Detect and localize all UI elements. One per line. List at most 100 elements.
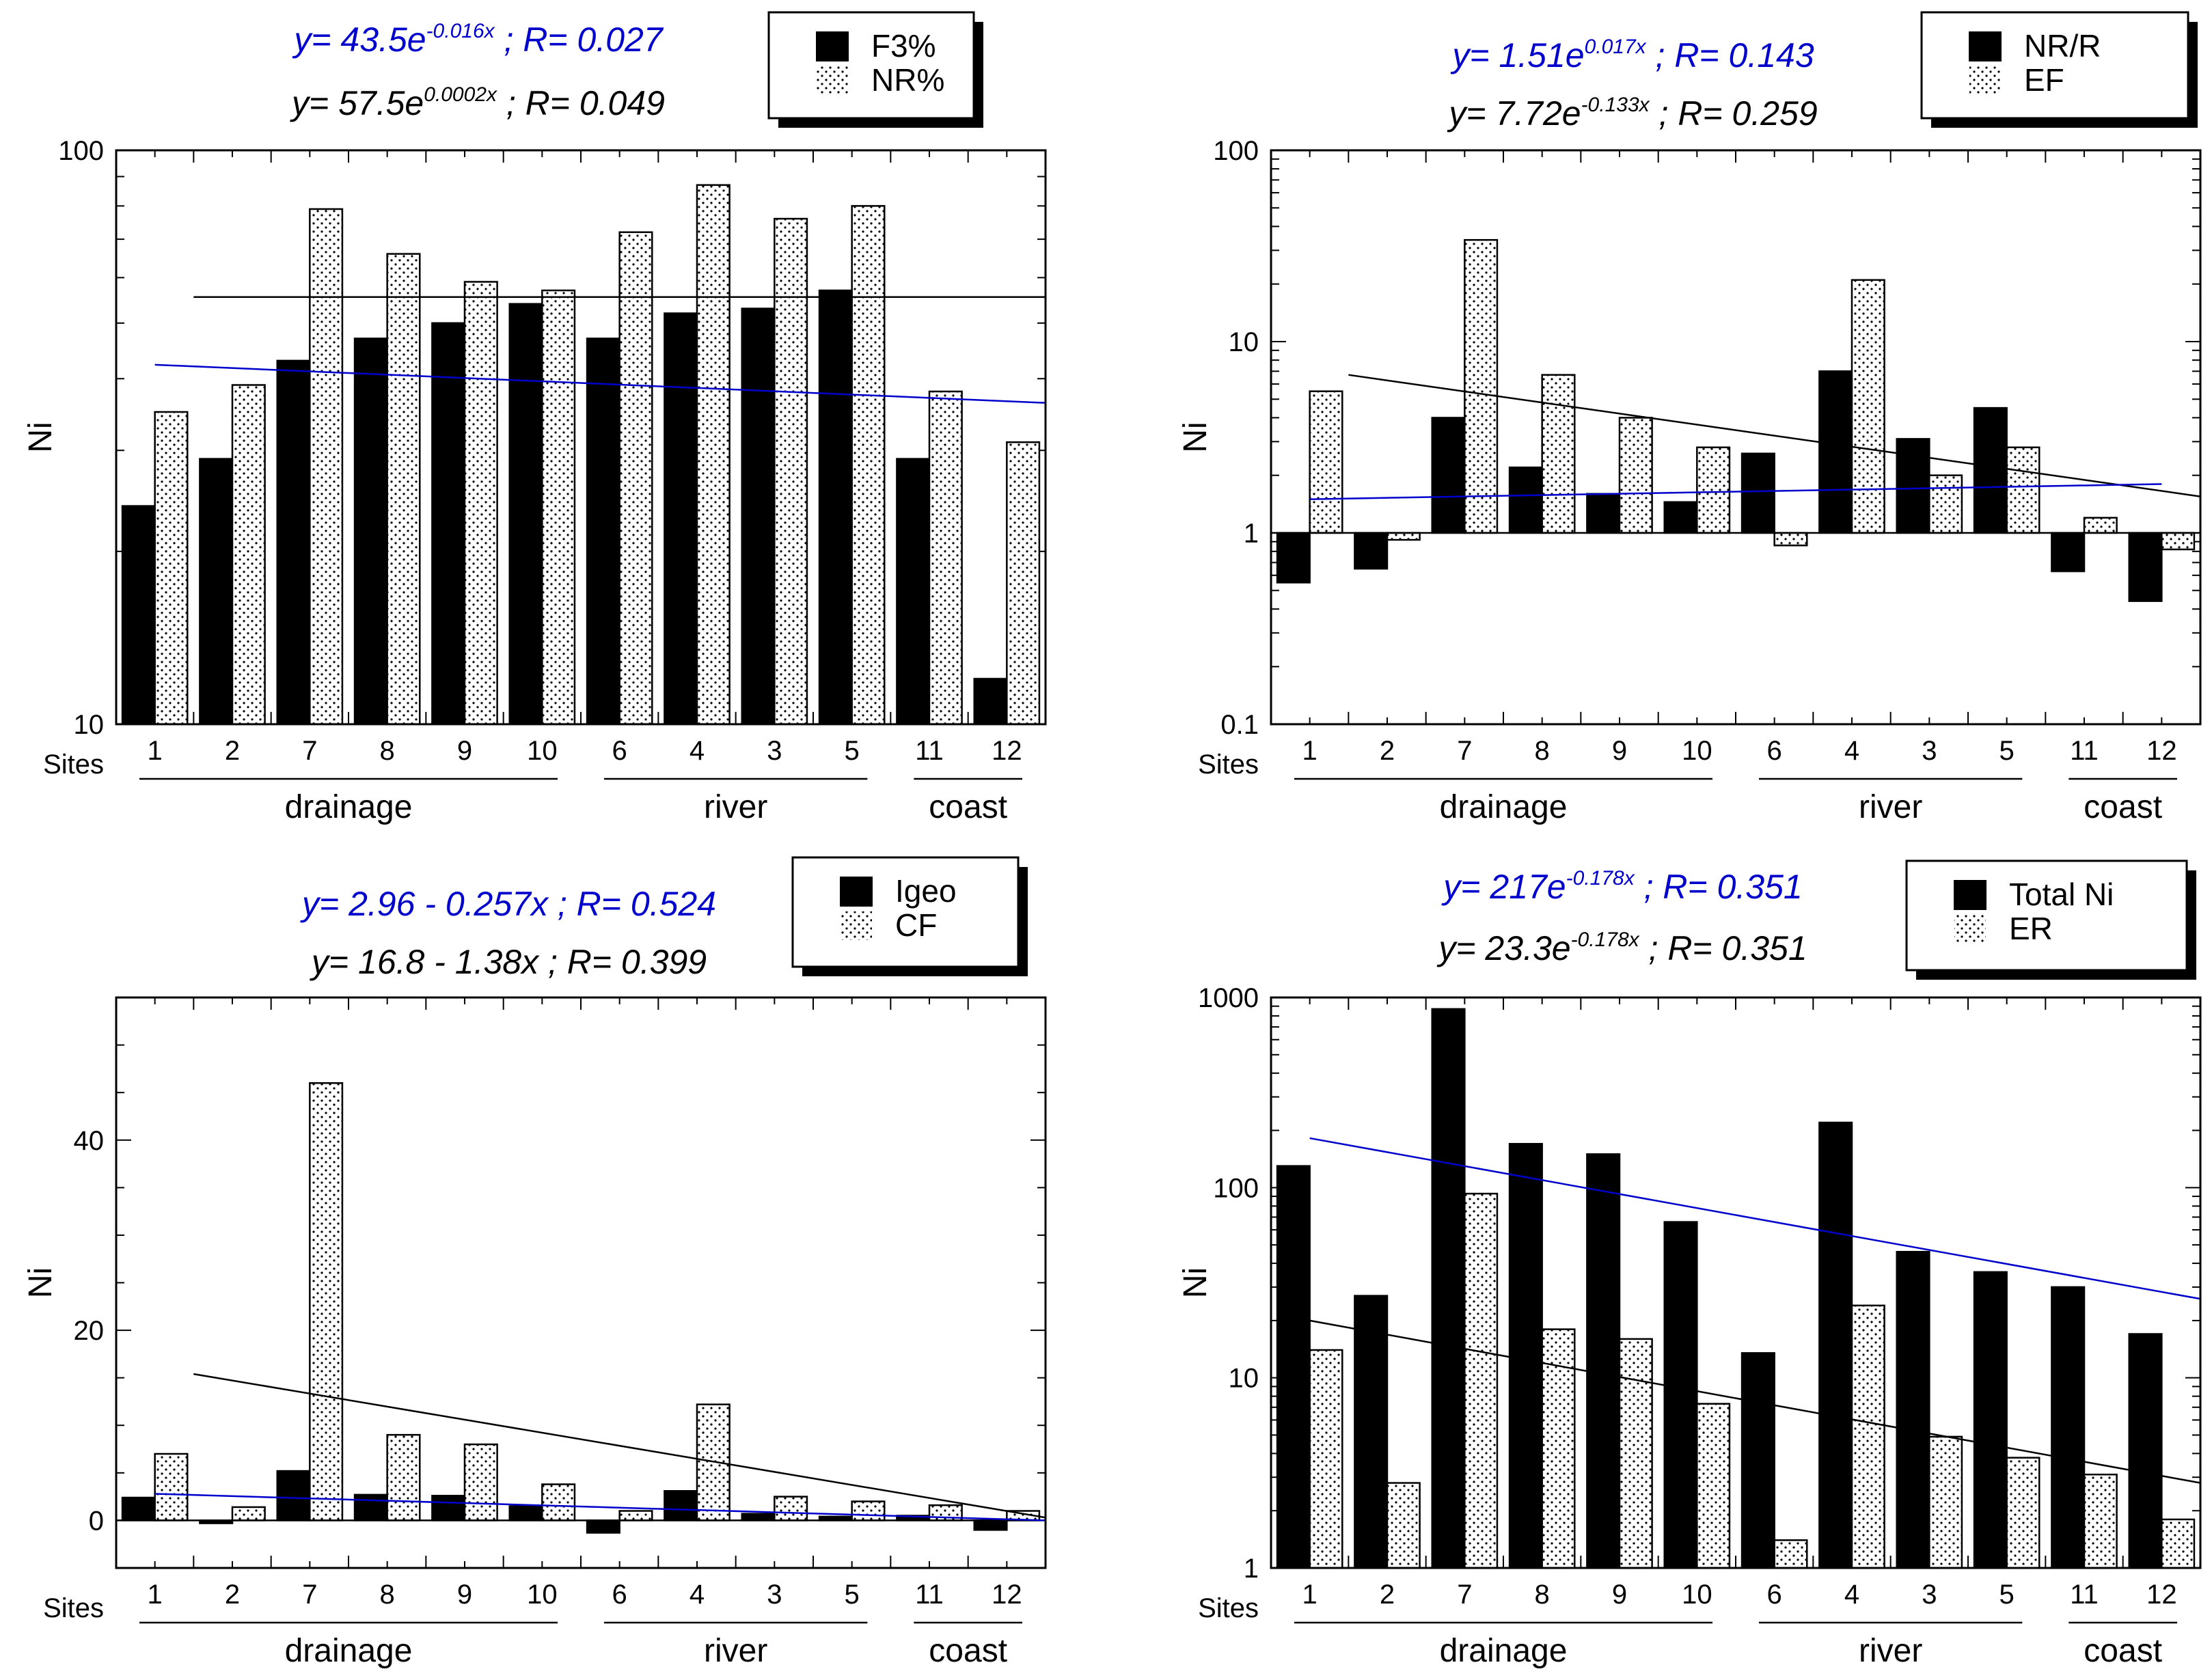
trend-line-secondary xyxy=(154,363,1046,404)
bar-ef-site-5 xyxy=(2006,446,2040,534)
trend-equation: y= 23.3e-0.178x ; R= 0.351 xyxy=(1436,928,1807,967)
y-tick-label: 100 xyxy=(1213,136,1259,166)
site-label-2: 2 xyxy=(1380,1580,1395,1610)
bar-er-site-5 xyxy=(2006,1457,2040,1569)
site-label-7: 7 xyxy=(1457,736,1472,766)
bar-ef-site-11 xyxy=(2083,517,2118,534)
site-label-6: 6 xyxy=(1767,1580,1782,1610)
legend-box xyxy=(791,856,1020,968)
bar-igeo-site-9 xyxy=(431,1494,466,1521)
bar-f3--site-1 xyxy=(121,505,156,726)
bar-nr-r-site-7 xyxy=(1431,417,1466,534)
legend-swatch-cf xyxy=(841,911,872,940)
x-axis-label: Sites xyxy=(43,749,104,780)
site-label-4: 4 xyxy=(1844,736,1859,766)
bar-ef-site-3 xyxy=(1928,474,1963,534)
site-label-7: 7 xyxy=(302,1580,317,1610)
site-label-12: 12 xyxy=(992,736,1022,766)
trend-line-primary xyxy=(1309,1137,2201,1300)
bar-cf-site-5 xyxy=(851,1500,886,1521)
group-label-drainage: drainage xyxy=(285,789,413,825)
bar-igeo-site-7 xyxy=(276,1470,311,1521)
legend-label-er: ER xyxy=(2009,911,2053,946)
group-label-coast: coast xyxy=(929,1633,1007,1669)
bar-f3--site-6 xyxy=(586,338,620,726)
legend-swatch-nr- xyxy=(817,66,848,95)
y-tick-label: 0 xyxy=(89,1506,104,1536)
site-label-10: 10 xyxy=(1682,736,1712,766)
axis-ticks xyxy=(115,997,1046,1569)
bar-cf-site-7 xyxy=(309,1082,344,1521)
site-label-11: 11 xyxy=(915,1580,944,1610)
site-label-1: 1 xyxy=(148,736,163,766)
bar-nr--site-4 xyxy=(696,184,730,726)
site-label-9: 9 xyxy=(457,736,472,766)
bar-er-site-12 xyxy=(2161,1518,2196,1569)
site-label-1: 1 xyxy=(1302,736,1317,766)
site-label-4: 4 xyxy=(689,736,705,766)
group-label-coast: coast xyxy=(2084,1633,2162,1669)
bar-cf-site-1 xyxy=(154,1452,189,1521)
bar-igeo-site-4 xyxy=(664,1490,698,1521)
legend-label-total-ni: Total Ni xyxy=(2009,877,2114,912)
site-label-2: 2 xyxy=(1380,736,1395,766)
site-label-9: 9 xyxy=(1612,1580,1627,1610)
bar-nr--site-3 xyxy=(774,217,808,726)
y-tick-label: 10 xyxy=(74,710,105,740)
y-tick-label: 20 xyxy=(74,1316,105,1346)
bar-ef-site-12 xyxy=(2161,532,2196,551)
site-label-6: 6 xyxy=(612,736,627,766)
legend-swatch-total-ni xyxy=(1954,880,1986,910)
legend-swatch-igeo xyxy=(840,877,873,907)
bar-total-ni-site-3 xyxy=(1896,1250,1930,1569)
site-label-8: 8 xyxy=(380,1580,395,1610)
bar-total-ni-site-9 xyxy=(1586,1153,1621,1569)
axis-ticks xyxy=(1270,150,2201,725)
trend-equation: y= 57.5e0.0002x ; R= 0.049 xyxy=(290,83,665,122)
trend-equation: y= 43.5e-0.016x ; R= 0.027 xyxy=(292,20,664,59)
bar-er-site-10 xyxy=(1696,1403,1731,1569)
bar-cf-site-6 xyxy=(618,1510,653,1521)
bar-f3--site-12 xyxy=(973,678,1008,726)
legend-box xyxy=(767,11,975,120)
bar-ef-site-10 xyxy=(1696,446,1731,534)
site-label-6: 6 xyxy=(612,1580,627,1610)
y-axis-label: Ni xyxy=(1177,422,1214,452)
bar-nr--site-10 xyxy=(541,289,576,726)
legend-label-ef: EF xyxy=(2024,62,2064,98)
legend-swatch-er xyxy=(1954,915,1986,944)
bar-er-site-11 xyxy=(2083,1473,2118,1569)
y-tick-label: 10 xyxy=(1229,1364,1259,1394)
bar-ef-site-6 xyxy=(1773,532,1808,547)
site-label-2: 2 xyxy=(225,1580,240,1610)
trend-equation: y= 217e-0.178x ; R= 0.351 xyxy=(1441,867,1802,906)
bars xyxy=(121,1082,1041,1534)
bar-cf-site-2 xyxy=(231,1506,266,1521)
y-tick-label: 100 xyxy=(1213,1173,1259,1203)
bar-ef-site-9 xyxy=(1618,417,1653,534)
site-label-6: 6 xyxy=(1767,736,1782,766)
bar-nr-r-site-11 xyxy=(2051,532,2086,573)
site-label-12: 12 xyxy=(2146,736,2177,766)
bar-er-site-9 xyxy=(1618,1338,1653,1569)
y-tick-label: 10 xyxy=(1229,327,1259,357)
legend-swatch-nr-r xyxy=(1969,31,2002,61)
bar-er-site-4 xyxy=(1851,1304,1885,1569)
bar-ef-site-7 xyxy=(1464,238,1499,534)
site-label-10: 10 xyxy=(527,1580,558,1610)
legend-box xyxy=(1920,11,2189,120)
bar-nr--site-7 xyxy=(309,208,344,726)
bar-nr--site-11 xyxy=(928,390,963,726)
bar-nr--site-8 xyxy=(386,253,421,726)
y-axis-label: Ni xyxy=(23,422,59,452)
group-label-drainage: drainage xyxy=(285,1633,413,1669)
bar-cf-site-10 xyxy=(541,1483,576,1521)
x-axis-label: Sites xyxy=(43,1593,104,1623)
bar-er-site-2 xyxy=(1386,1482,1421,1569)
site-label-8: 8 xyxy=(380,736,395,766)
site-label-1: 1 xyxy=(148,1580,163,1610)
trend-line-secondary xyxy=(1309,1319,2201,1484)
